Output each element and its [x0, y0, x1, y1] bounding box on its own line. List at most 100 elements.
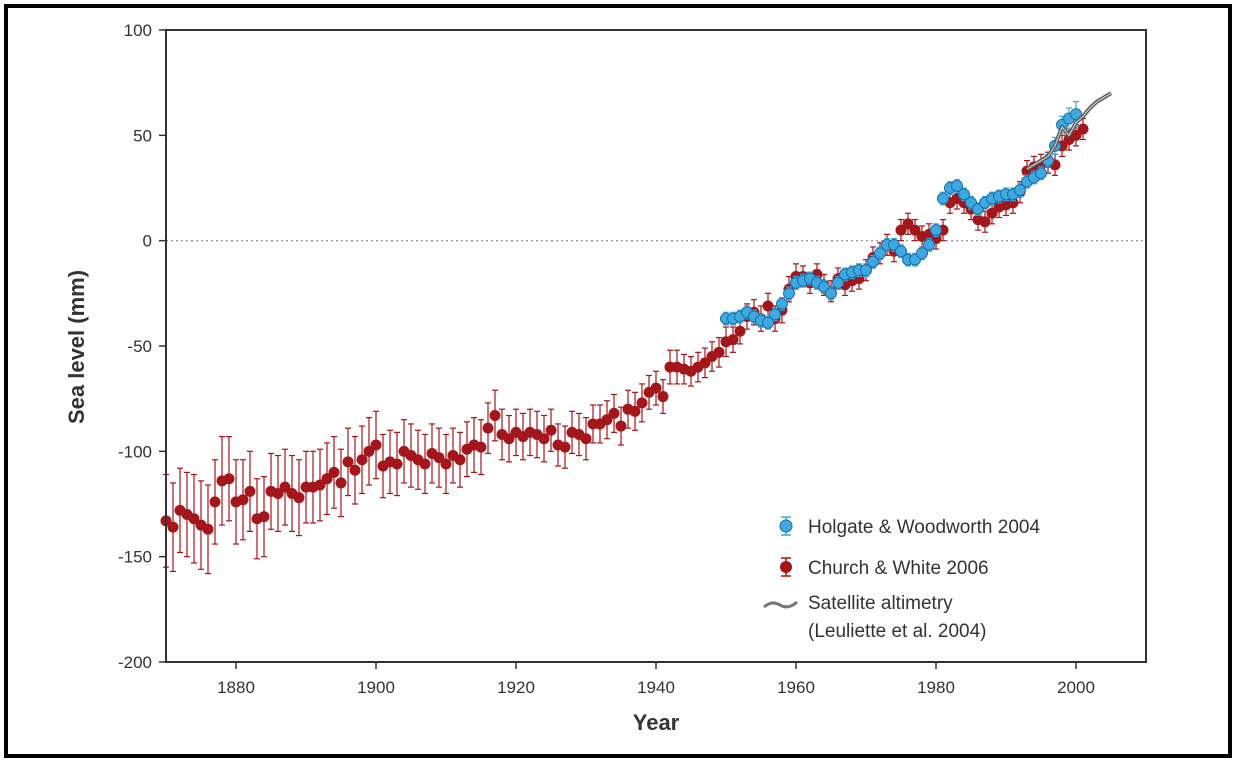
- church-point: [1070, 129, 1082, 141]
- church-point: [209, 496, 221, 508]
- church-point: [167, 521, 179, 533]
- y-axis-ticks: 100 50 0 -50 -100 -150 -200: [118, 21, 166, 672]
- satellite-line: [1025, 91, 1113, 171]
- church-point: [615, 420, 627, 432]
- legend: Holgate & Woodworth 2004 Church & White …: [763, 516, 1040, 642]
- church-point: [629, 405, 641, 417]
- church-point: [328, 466, 340, 478]
- holgate-point: [783, 287, 795, 300]
- church-point: [482, 422, 494, 434]
- church-point: [293, 492, 305, 504]
- holgate-point: [958, 188, 970, 201]
- x-axis-ticks: 1880 1900 1920 1940 1960 1980 2000: [217, 662, 1095, 697]
- church-point: [279, 481, 291, 493]
- church-point: [657, 391, 669, 403]
- holgate-point: [1070, 108, 1082, 121]
- church-point: [223, 473, 235, 485]
- legend-church-label: Church & White 2006: [808, 558, 989, 579]
- legend-satellite-marker: [763, 600, 798, 609]
- church-point: [475, 441, 487, 453]
- church-point: [370, 439, 382, 451]
- holgate-point: [832, 276, 844, 289]
- holgate-point: [895, 245, 907, 258]
- church-point: [986, 207, 998, 219]
- holgate-point: [1014, 184, 1026, 197]
- church-point: [1077, 123, 1089, 135]
- church-point: [734, 325, 746, 337]
- x-tick-label: 1920: [497, 678, 535, 697]
- x-tick-label: 2000: [1057, 678, 1095, 697]
- church-point: [762, 300, 774, 312]
- church-point: [258, 511, 270, 523]
- church-point: [237, 494, 249, 506]
- church-point: [713, 346, 725, 358]
- church-point: [356, 454, 368, 466]
- church-point: [272, 487, 284, 499]
- holgate-point: [916, 247, 928, 260]
- holgate-point: [825, 287, 837, 300]
- church-point: [601, 414, 613, 426]
- church-point: [489, 410, 501, 422]
- holgate-point: [951, 179, 963, 192]
- church-point: [342, 456, 354, 468]
- legend-satellite-label-line2: (Leuliette et al. 2004): [808, 621, 987, 642]
- y-tick-label: -200: [118, 653, 152, 672]
- church-point: [979, 216, 991, 228]
- church-point: [314, 479, 326, 491]
- church-point: [244, 485, 256, 497]
- holgate-point: [874, 247, 886, 260]
- plot-area-border: [165, 29, 1147, 663]
- church-point: [363, 445, 375, 457]
- church-point: [909, 224, 921, 236]
- legend-holgate-marker: [779, 516, 793, 536]
- legend-holgate-label: Holgate & Woodworth 2004: [808, 517, 1040, 538]
- holgate-point: [762, 316, 774, 329]
- church-point: [1007, 197, 1019, 209]
- church-point: [454, 454, 466, 466]
- church-point: [636, 397, 648, 409]
- church-point: [545, 424, 557, 436]
- church-point: [580, 433, 592, 445]
- satellite-line-inner: [1026, 92, 1112, 170]
- church-point: [349, 464, 361, 476]
- holgate-point: [1035, 167, 1047, 180]
- church-point: [608, 407, 620, 419]
- church-point: [419, 458, 431, 470]
- holgate-point: [923, 238, 935, 251]
- y-axis-title: Sea level (mm): [64, 270, 89, 424]
- church-point: [321, 473, 333, 485]
- church-point: [895, 224, 907, 236]
- legend-satellite-label: Satellite altimetry: [808, 593, 953, 614]
- x-tick-label: 1980: [917, 678, 955, 697]
- legend-church-marker: [780, 557, 792, 577]
- church-point: [650, 382, 662, 394]
- x-tick-label: 1880: [217, 678, 255, 697]
- holgate-point: [930, 224, 942, 237]
- holgate-point: [937, 192, 949, 205]
- church-point: [188, 513, 200, 525]
- holgate-point: [867, 255, 879, 268]
- church-point: [335, 477, 347, 489]
- x-tick-label: 1940: [637, 678, 675, 697]
- x-tick-label: 1900: [357, 678, 395, 697]
- holgate-point: [776, 297, 788, 310]
- y-tick-label: -50: [127, 337, 152, 356]
- holgate-point: [769, 308, 781, 321]
- church-point: [433, 452, 445, 464]
- holgate-points: [720, 108, 1082, 329]
- y-tick-label: 100: [124, 21, 152, 40]
- x-axis-title: Year: [633, 710, 680, 735]
- church-point: [202, 523, 214, 535]
- figure-frame: [4, 4, 1232, 758]
- holgate-errorbars: [723, 101, 1079, 330]
- y-tick-label: 0: [143, 232, 152, 251]
- church-point: [902, 218, 914, 230]
- holgate-point: [860, 264, 872, 277]
- church-point: [503, 433, 515, 445]
- y-tick-label: 50: [133, 126, 152, 145]
- y-tick-label: -100: [118, 442, 152, 461]
- church-point: [440, 458, 452, 470]
- church-point: [727, 334, 739, 346]
- y-tick-label: -150: [118, 548, 152, 567]
